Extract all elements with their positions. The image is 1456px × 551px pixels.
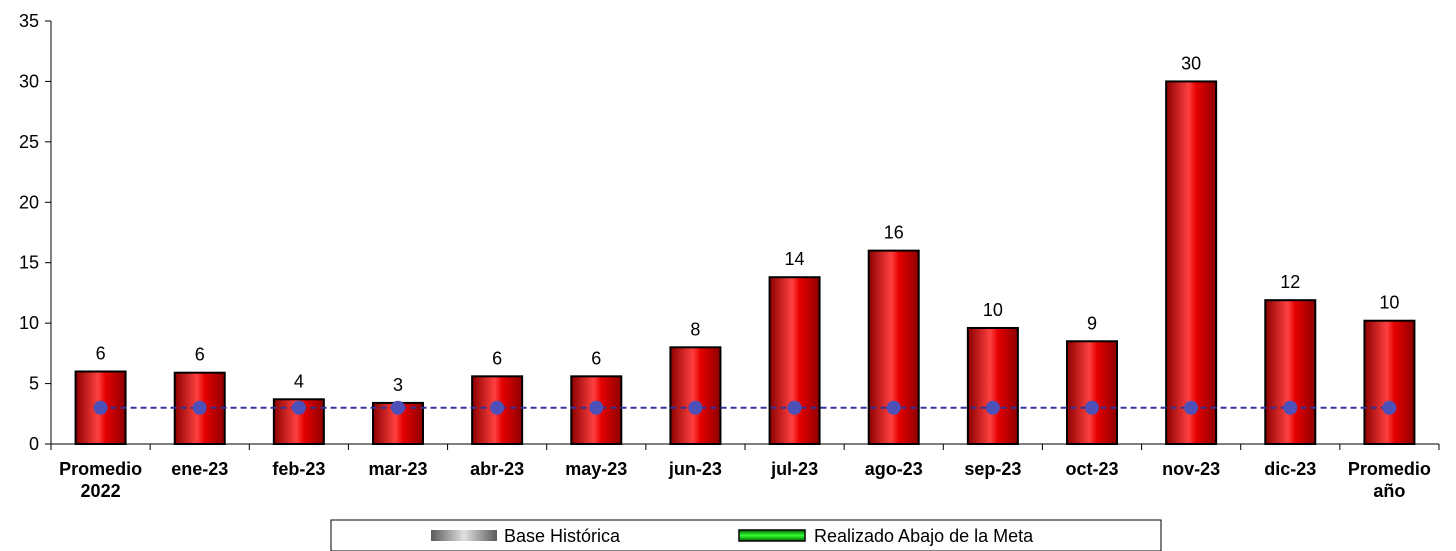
x-tick-label-line: 2022 [81,481,121,501]
y-tick-label: 5 [29,374,39,394]
target-marker [391,400,405,415]
x-tick-label: jul-23 [770,459,818,479]
x-tick-label: Promedio año [1348,459,1431,501]
x-tick-label-line: ago-23 [865,459,923,479]
data-label: 10 [983,300,1003,320]
data-label: 8 [690,319,700,339]
x-tick-label-line: abr-23 [470,459,524,479]
x-tick-label: sep-23 [964,459,1021,479]
x-tick-label-line: feb-23 [272,459,325,479]
target-marker [1184,400,1199,415]
target-marker [688,400,703,415]
bar [669,346,722,446]
x-tick-label-line: may-23 [565,459,627,479]
target-marker [985,400,1000,415]
bar [966,326,1019,445]
data-label: 9 [1087,313,1097,333]
x-tick-label-line: dic-23 [1264,459,1316,479]
y-tick-label: 35 [19,11,39,31]
data-label: 16 [884,223,904,243]
data-label: 6 [96,343,106,363]
target-marker [192,400,207,415]
x-tick-label: dic-23 [1264,459,1316,479]
bar [1165,80,1218,446]
data-label: 6 [591,348,601,368]
x-tick-label: mar-23 [368,459,427,479]
x-tick-label: abr-23 [470,459,524,479]
bar [1264,299,1317,445]
x-tick-label-line: año [1373,481,1405,501]
y-tick-label: 15 [19,253,39,273]
x-tick-label: ene-23 [171,459,228,479]
legend-swatch-realizado [738,529,806,542]
x-tick-label-line: Promedio [59,459,142,479]
x-tick-label: feb-23 [272,459,325,479]
bar [1066,340,1118,445]
legend-label-base-historica: Base Histórica [504,526,621,546]
target-marker [1382,400,1397,415]
x-tick-label-line: jun-23 [668,459,722,479]
y-tick-label: 25 [19,132,39,152]
legend: Base Histórica Realizado Abajo de la Met… [330,519,1162,551]
data-label: 6 [492,348,502,368]
legend-swatch-base-historica [431,530,497,541]
bar [1363,319,1416,445]
x-tick-label: may-23 [565,459,627,479]
x-tick-label: Promedio 2022 [59,459,142,501]
x-tick-label-line: jul-23 [770,459,818,479]
bar [768,276,821,445]
x-tick-label: nov-23 [1162,459,1220,479]
target-marker [1085,400,1099,415]
x-tick-label-line: oct-23 [1065,459,1118,479]
x-tick-label-line: mar-23 [368,459,427,479]
data-label: 6 [195,345,205,365]
target-marker [490,400,505,415]
x-tick-label-line: nov-23 [1162,459,1220,479]
target-marker [589,400,604,415]
y-tick-label: 10 [19,313,39,333]
target-series [93,400,1397,415]
y-tick-label: 0 [29,434,39,454]
y-axis: 0 5 10 15 20 25 30 35 [19,11,52,454]
data-label: 14 [785,249,805,269]
data-label: 3 [393,375,403,395]
bar [867,249,920,445]
x-tick-label: jun-23 [668,459,722,479]
data-labels: 6 6 4 3 6 6 8 14 16 10 9 30 12 10 [96,53,1400,394]
bar-series [74,80,1416,446]
target-marker [291,400,306,415]
data-label: 10 [1379,293,1399,313]
y-tick-label: 30 [19,71,39,91]
data-label: 4 [294,371,304,391]
data-label: 30 [1181,53,1201,73]
x-tick-label-line: ene-23 [171,459,228,479]
y-tick-label: 20 [19,192,39,212]
data-label: 12 [1280,272,1300,292]
legend-label-realizado: Realizado Abajo de la Meta [814,526,1034,546]
x-tick-label-line: sep-23 [964,459,1021,479]
target-marker [93,400,108,415]
x-tick-label: ago-23 [865,459,923,479]
target-marker [886,400,901,415]
x-tick-label-line: Promedio [1348,459,1431,479]
target-marker [787,400,802,415]
x-tick-label: oct-23 [1065,459,1118,479]
target-marker [1283,400,1298,415]
